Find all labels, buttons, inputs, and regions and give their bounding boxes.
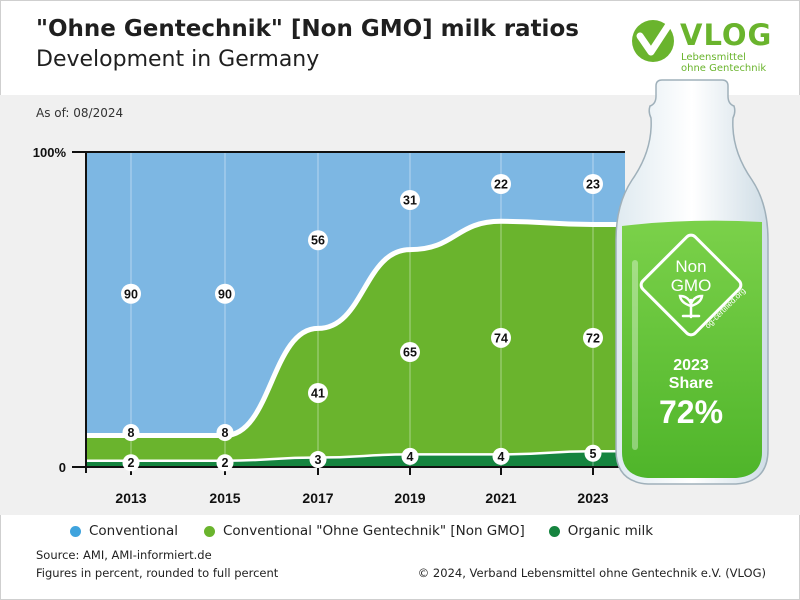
x-tick-label: 2015 xyxy=(209,490,240,506)
x-tick-label: 2021 xyxy=(485,490,516,506)
label-non-gmo-2013: 8 xyxy=(128,426,135,440)
seal-line-1: Non xyxy=(675,257,706,276)
seal-diamond xyxy=(639,233,743,337)
milk-bottle: Non GMO og-certified.org 2023 Share 72% xyxy=(615,79,769,485)
chart-subtitle: Development in Germany xyxy=(36,47,320,72)
x-tick-label: 2019 xyxy=(394,490,425,506)
label-conventional-2023-badge xyxy=(583,174,603,194)
seal-line-2: GMO xyxy=(671,276,712,295)
copyright-note: © 2024, Verband Lebensmittel ohne Gentec… xyxy=(417,566,766,580)
source-note: Source: AMI, AMI-informiert.de xyxy=(36,548,212,562)
area-layer xyxy=(85,152,626,467)
legend-dot-conventional xyxy=(70,525,81,537)
x-tick-label: 2017 xyxy=(302,490,333,506)
logo-tagline-line-1: Lebensmittel xyxy=(681,52,746,63)
label-organic-2013: 2 xyxy=(128,456,135,470)
y-tick-label: 0 xyxy=(59,460,66,475)
label-conventional-2017-badge xyxy=(308,230,328,251)
share-label: Share xyxy=(669,375,714,392)
label-organic-2017-badge xyxy=(309,451,327,469)
legend-item-organic: Organic milk xyxy=(548,523,654,539)
label-conventional-2013: 90 xyxy=(124,287,138,301)
area-non-gmo xyxy=(86,221,625,467)
legend-label-non-gmo: Conventional "Ohne Gentechnik" [Non GMO] xyxy=(222,523,525,539)
x-tick-label: 2023 xyxy=(577,490,608,506)
label-conventional-2013-badge xyxy=(121,283,141,304)
bottle-milk-fill xyxy=(622,220,762,478)
label-non-gmo-2019-badge xyxy=(400,342,420,363)
share-year: 2023 xyxy=(673,357,709,374)
legend: Conventional Conventional "Ohne Gentechn… xyxy=(70,523,653,539)
label-organic-2015: 2 xyxy=(222,456,229,470)
label-organic-2019-badge xyxy=(401,447,419,465)
axes: 100% 0 2013 2015 2017 2019 2021 2023 xyxy=(33,145,625,506)
legend-item-non-gmo: Conventional "Ohne Gentechnik" [Non GMO] xyxy=(203,523,525,539)
label-conventional-2021-badge xyxy=(491,174,511,194)
label-non-gmo-2017-badge xyxy=(308,382,328,403)
label-non-gmo-2021: 74 xyxy=(494,331,508,345)
legend-dot-non-gmo xyxy=(203,525,215,537)
label-conventional-2019-badge xyxy=(400,190,420,210)
plant-icon xyxy=(678,294,704,319)
label-organic-2023: 5 xyxy=(590,447,597,461)
bottle-highlight xyxy=(632,260,638,450)
label-non-gmo-2023: 72 xyxy=(586,331,600,345)
boundary-line-non-gmo xyxy=(85,218,625,439)
label-organic-2015-badge xyxy=(216,454,234,472)
label-organic-2019: 4 xyxy=(407,450,414,464)
logo-tagline: Lebensmittel ohne Gentechnik xyxy=(681,52,766,74)
label-organic-2021-badge xyxy=(492,447,510,465)
data-labels: 2 8 90 2 8 90 3 41 56 4 65 31 4 74 22 5 72 23 xyxy=(121,174,603,472)
label-organic-2013-badge xyxy=(122,454,140,472)
share-value: 72% xyxy=(659,394,723,430)
legend-item-conventional: Conventional xyxy=(70,523,178,539)
label-organic-2017: 3 xyxy=(315,453,322,467)
logo-name: VLOG xyxy=(680,18,773,52)
rounding-note: Figures in percent, rounded to full perc… xyxy=(36,566,279,580)
as-of-label: As of: 08/2024 xyxy=(36,106,124,120)
label-non-gmo-2019: 65 xyxy=(403,346,417,360)
label-non-gmo-2015: 8 xyxy=(222,426,229,440)
y-tick-label: 100% xyxy=(33,145,67,160)
label-non-gmo-2021-badge xyxy=(491,327,511,348)
label-non-gmo-2015-badge xyxy=(216,424,234,441)
legend-label-conventional: Conventional xyxy=(89,523,178,539)
label-conventional-2017: 56 xyxy=(311,234,325,248)
logo-tagline-line-2: ohne Gentechnik xyxy=(681,63,767,74)
legend-dot-organic xyxy=(548,525,560,537)
chart-title: "Ohne Gentechnik" [Non GMO] milk ratios xyxy=(36,16,579,42)
label-conventional-2015-badge xyxy=(215,283,235,304)
label-conventional-2019: 31 xyxy=(403,194,417,208)
label-conventional-2015: 90 xyxy=(218,287,232,301)
label-non-gmo-2023-badge xyxy=(583,327,603,348)
label-non-gmo-2017: 41 xyxy=(311,386,325,400)
vlog-logo-icon xyxy=(632,20,674,62)
boundary-line-organic xyxy=(85,450,626,462)
x-tick-label: 2013 xyxy=(115,490,146,506)
label-organic-2021: 4 xyxy=(498,450,505,464)
label-organic-2023-badge xyxy=(584,444,602,462)
legend-label-organic: Organic milk xyxy=(567,523,654,539)
label-non-gmo-2013-badge xyxy=(122,424,140,441)
label-conventional-2021: 22 xyxy=(494,178,508,192)
label-conventional-2023: 23 xyxy=(586,178,600,192)
